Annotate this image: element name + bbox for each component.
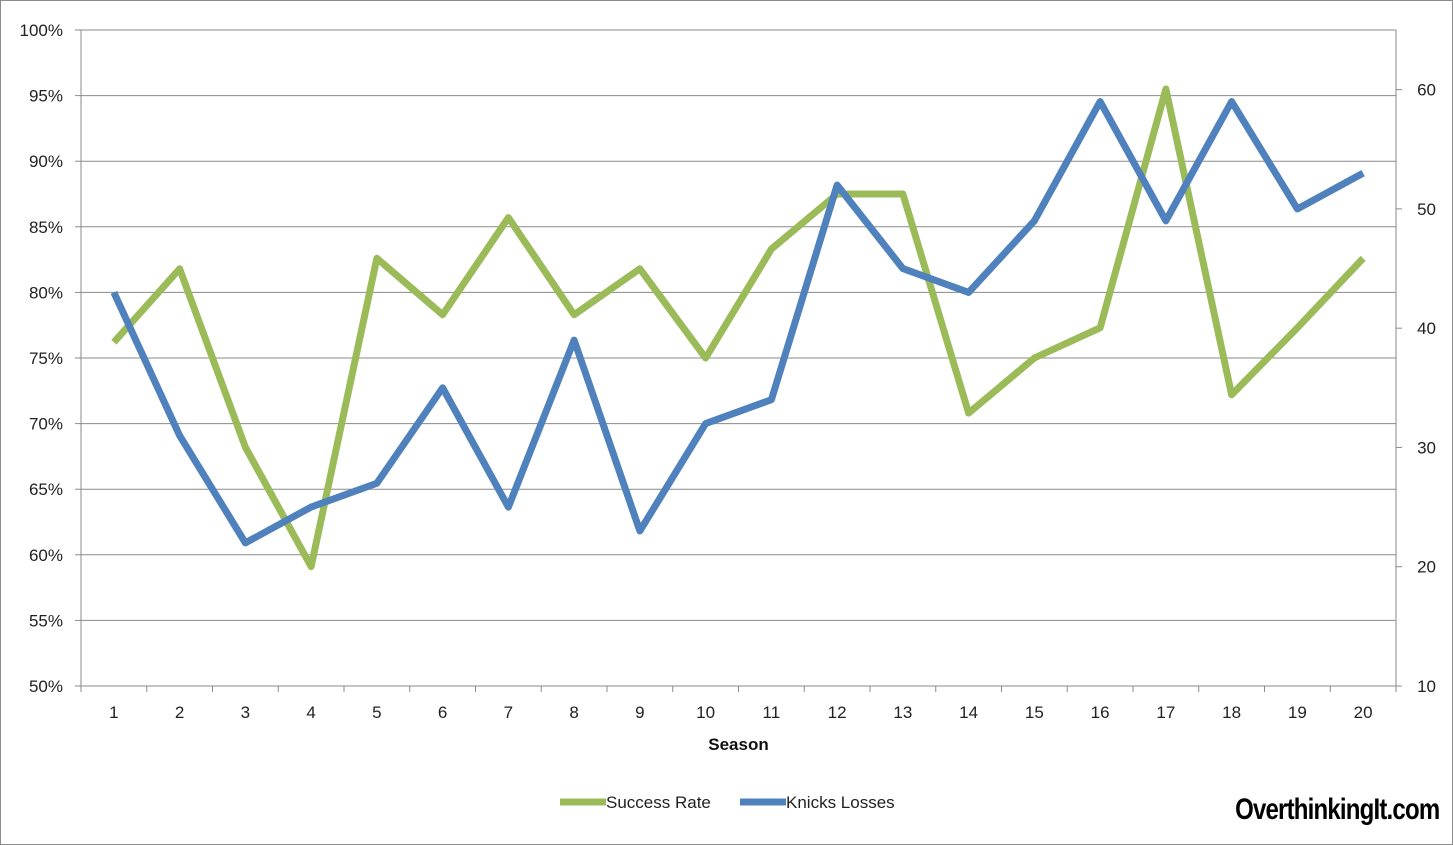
gridlines	[81, 29, 1396, 621]
x-axis-tick-label: 18	[1222, 703, 1241, 722]
right-axis-tick-label: 60	[1417, 81, 1436, 100]
legend: Success Rate Knicks Losses	[560, 793, 895, 812]
watermark-logo: OverthinkingIt.com	[1234, 793, 1440, 826]
left-axis-tick-label: 100%	[20, 21, 63, 40]
x-axis-tick-label: 9	[635, 703, 644, 722]
x-axis-tick-label: 12	[828, 703, 847, 722]
x-axis-tick-label: 11	[763, 703, 781, 722]
x-axis-tick-label: 8	[569, 703, 578, 722]
x-axis-tick-label: 19	[1288, 703, 1307, 722]
x-axis-title: Season	[708, 735, 768, 754]
x-axis-tick-label: 17	[1156, 703, 1175, 722]
left-axis-tick-label: 90%	[29, 152, 63, 171]
x-axis-tick-label: 6	[438, 703, 447, 722]
x-axis-tick-label: 20	[1354, 703, 1373, 722]
legend-label: Knicks Losses	[786, 793, 895, 812]
x-axis-tick-label: 10	[696, 703, 715, 722]
x-axis-tick-label: 4	[306, 703, 315, 722]
x-axis-tick-label: 2	[175, 703, 184, 722]
left-axis-tick-label: 70%	[29, 415, 63, 434]
x-axis-tick-label: 13	[893, 703, 912, 722]
left-axis-tick-label: 80%	[29, 283, 63, 302]
left-axis-tick-label: 95%	[29, 87, 63, 106]
left-axis-tick-label: 85%	[29, 218, 63, 237]
right-axis-tick-label: 50	[1417, 200, 1436, 219]
left-axis-tick-label: 65%	[29, 480, 63, 499]
right-axis-tick-label: 40	[1417, 319, 1436, 338]
x-axis-tick-label: 7	[504, 703, 513, 722]
left-axis-tick-label: 75%	[29, 349, 63, 368]
right-axis-tick-label: 10	[1417, 677, 1436, 696]
legend-label: Success Rate	[606, 793, 711, 812]
x-axis-tick-label: 1	[109, 703, 118, 722]
right-axis-tick-label: 20	[1417, 558, 1436, 577]
left-axis-tick-label: 60%	[29, 546, 63, 565]
x-axis-tick-label: 15	[1025, 703, 1044, 722]
series-line-knicks-losses	[110, 98, 1365, 547]
series-line-success-rate	[111, 85, 1366, 571]
x-axis-tick-label: 16	[1091, 703, 1110, 722]
left-axis-tick-label: 50%	[29, 677, 63, 696]
left-axis-tick-label: 55%	[29, 611, 63, 630]
x-axis-tick-label: 14	[959, 703, 978, 722]
right-axis-tick-label: 30	[1417, 438, 1436, 457]
axes: 50% 55% 60% 65% 70% 75% 80% 85% 90% 95% 100% 10 20 30…	[20, 21, 1436, 722]
x-axis-tick-label: 5	[372, 703, 381, 722]
x-axis-tick-label: 3	[241, 703, 250, 722]
series-lines	[110, 85, 1366, 571]
